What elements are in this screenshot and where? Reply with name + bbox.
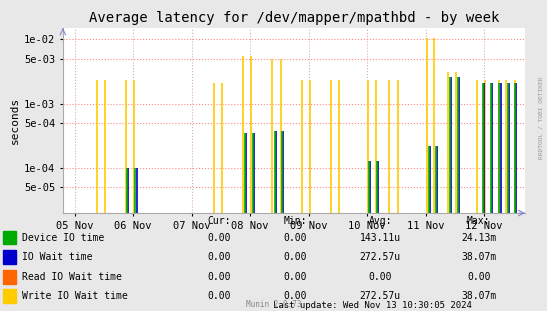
Text: 0.00: 0.00 — [284, 272, 307, 282]
Y-axis label: seconds: seconds — [10, 97, 20, 144]
Text: 0.00: 0.00 — [284, 291, 307, 301]
Text: 0.00: 0.00 — [467, 272, 490, 282]
FancyBboxPatch shape — [3, 290, 16, 303]
FancyBboxPatch shape — [3, 270, 16, 284]
Text: Last update: Wed Nov 13 10:30:05 2024: Last update: Wed Nov 13 10:30:05 2024 — [272, 301, 472, 310]
Text: 0.00: 0.00 — [369, 272, 392, 282]
Text: Cur:: Cur: — [207, 216, 230, 226]
Text: Device IO time: Device IO time — [22, 233, 104, 243]
Text: IO Wait time: IO Wait time — [22, 252, 92, 262]
Text: 0.00: 0.00 — [207, 291, 230, 301]
Text: 272.57u: 272.57u — [359, 252, 401, 262]
Text: Avg:: Avg: — [369, 216, 392, 226]
Text: Munin 2.0.73: Munin 2.0.73 — [246, 300, 301, 309]
FancyBboxPatch shape — [3, 231, 16, 244]
Text: RRDTOOL / TOBI OETIKER: RRDTOOL / TOBI OETIKER — [538, 77, 543, 160]
Text: 143.11u: 143.11u — [359, 233, 401, 243]
Text: Max:: Max: — [467, 216, 490, 226]
Text: 0.00: 0.00 — [207, 233, 230, 243]
Text: Write IO Wait time: Write IO Wait time — [22, 291, 127, 301]
Text: 38.07m: 38.07m — [461, 291, 496, 301]
Text: Min:: Min: — [284, 216, 307, 226]
Text: Read IO Wait time: Read IO Wait time — [22, 272, 122, 282]
Text: 0.00: 0.00 — [207, 272, 230, 282]
Text: 38.07m: 38.07m — [461, 252, 496, 262]
Title: Average latency for /dev/mapper/mpathbd - by week: Average latency for /dev/mapper/mpathbd … — [89, 12, 499, 26]
Text: 0.00: 0.00 — [284, 252, 307, 262]
Text: 272.57u: 272.57u — [359, 291, 401, 301]
Text: 24.13m: 24.13m — [461, 233, 496, 243]
FancyBboxPatch shape — [3, 250, 16, 264]
Text: 0.00: 0.00 — [207, 252, 230, 262]
Text: 0.00: 0.00 — [284, 233, 307, 243]
